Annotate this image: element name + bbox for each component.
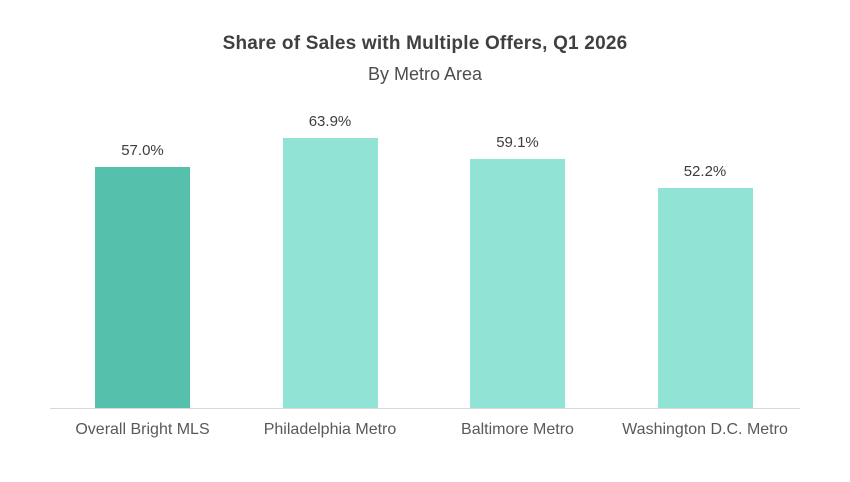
bar-value-label: 59.1%	[496, 133, 539, 151]
bar-column-washington-d-c-metro: 52.2%	[611, 0, 799, 408]
x-axis-line	[50, 408, 800, 409]
chart-title: Share of Sales with Multiple Offers, Q1 …	[222, 33, 628, 54]
bar-overall-bright-mls	[95, 167, 190, 408]
x-axis-label-philadelphia-metro: Philadelphia Metro	[263, 421, 397, 438]
bar-philadelphia-metro	[282, 138, 378, 408]
bar-value-label: 57.0%	[121, 141, 164, 159]
x-axis-label-baltimore-metro: Baltimore Metro	[461, 421, 574, 438]
x-axis-label-overall-bright-mls: Overall Bright MLS	[75, 421, 210, 438]
bar-column-baltimore-metro: 59.1%	[424, 0, 612, 408]
bar-value-label: 52.2%	[683, 162, 727, 180]
bar-column-overall-bright-mls: 57.0%	[49, 0, 237, 408]
bar-baltimore-metro	[470, 159, 565, 408]
bar-washington-d-c-metro	[657, 188, 753, 408]
bar-column-philadelphia-metro: 63.9%	[236, 0, 424, 408]
chart-subtitle: By Metro Area	[367, 64, 483, 84]
bar-value-label: 63.9%	[308, 112, 352, 130]
x-axis-label-washington-d-c-metro: Washington D.C. Metro	[622, 421, 788, 438]
